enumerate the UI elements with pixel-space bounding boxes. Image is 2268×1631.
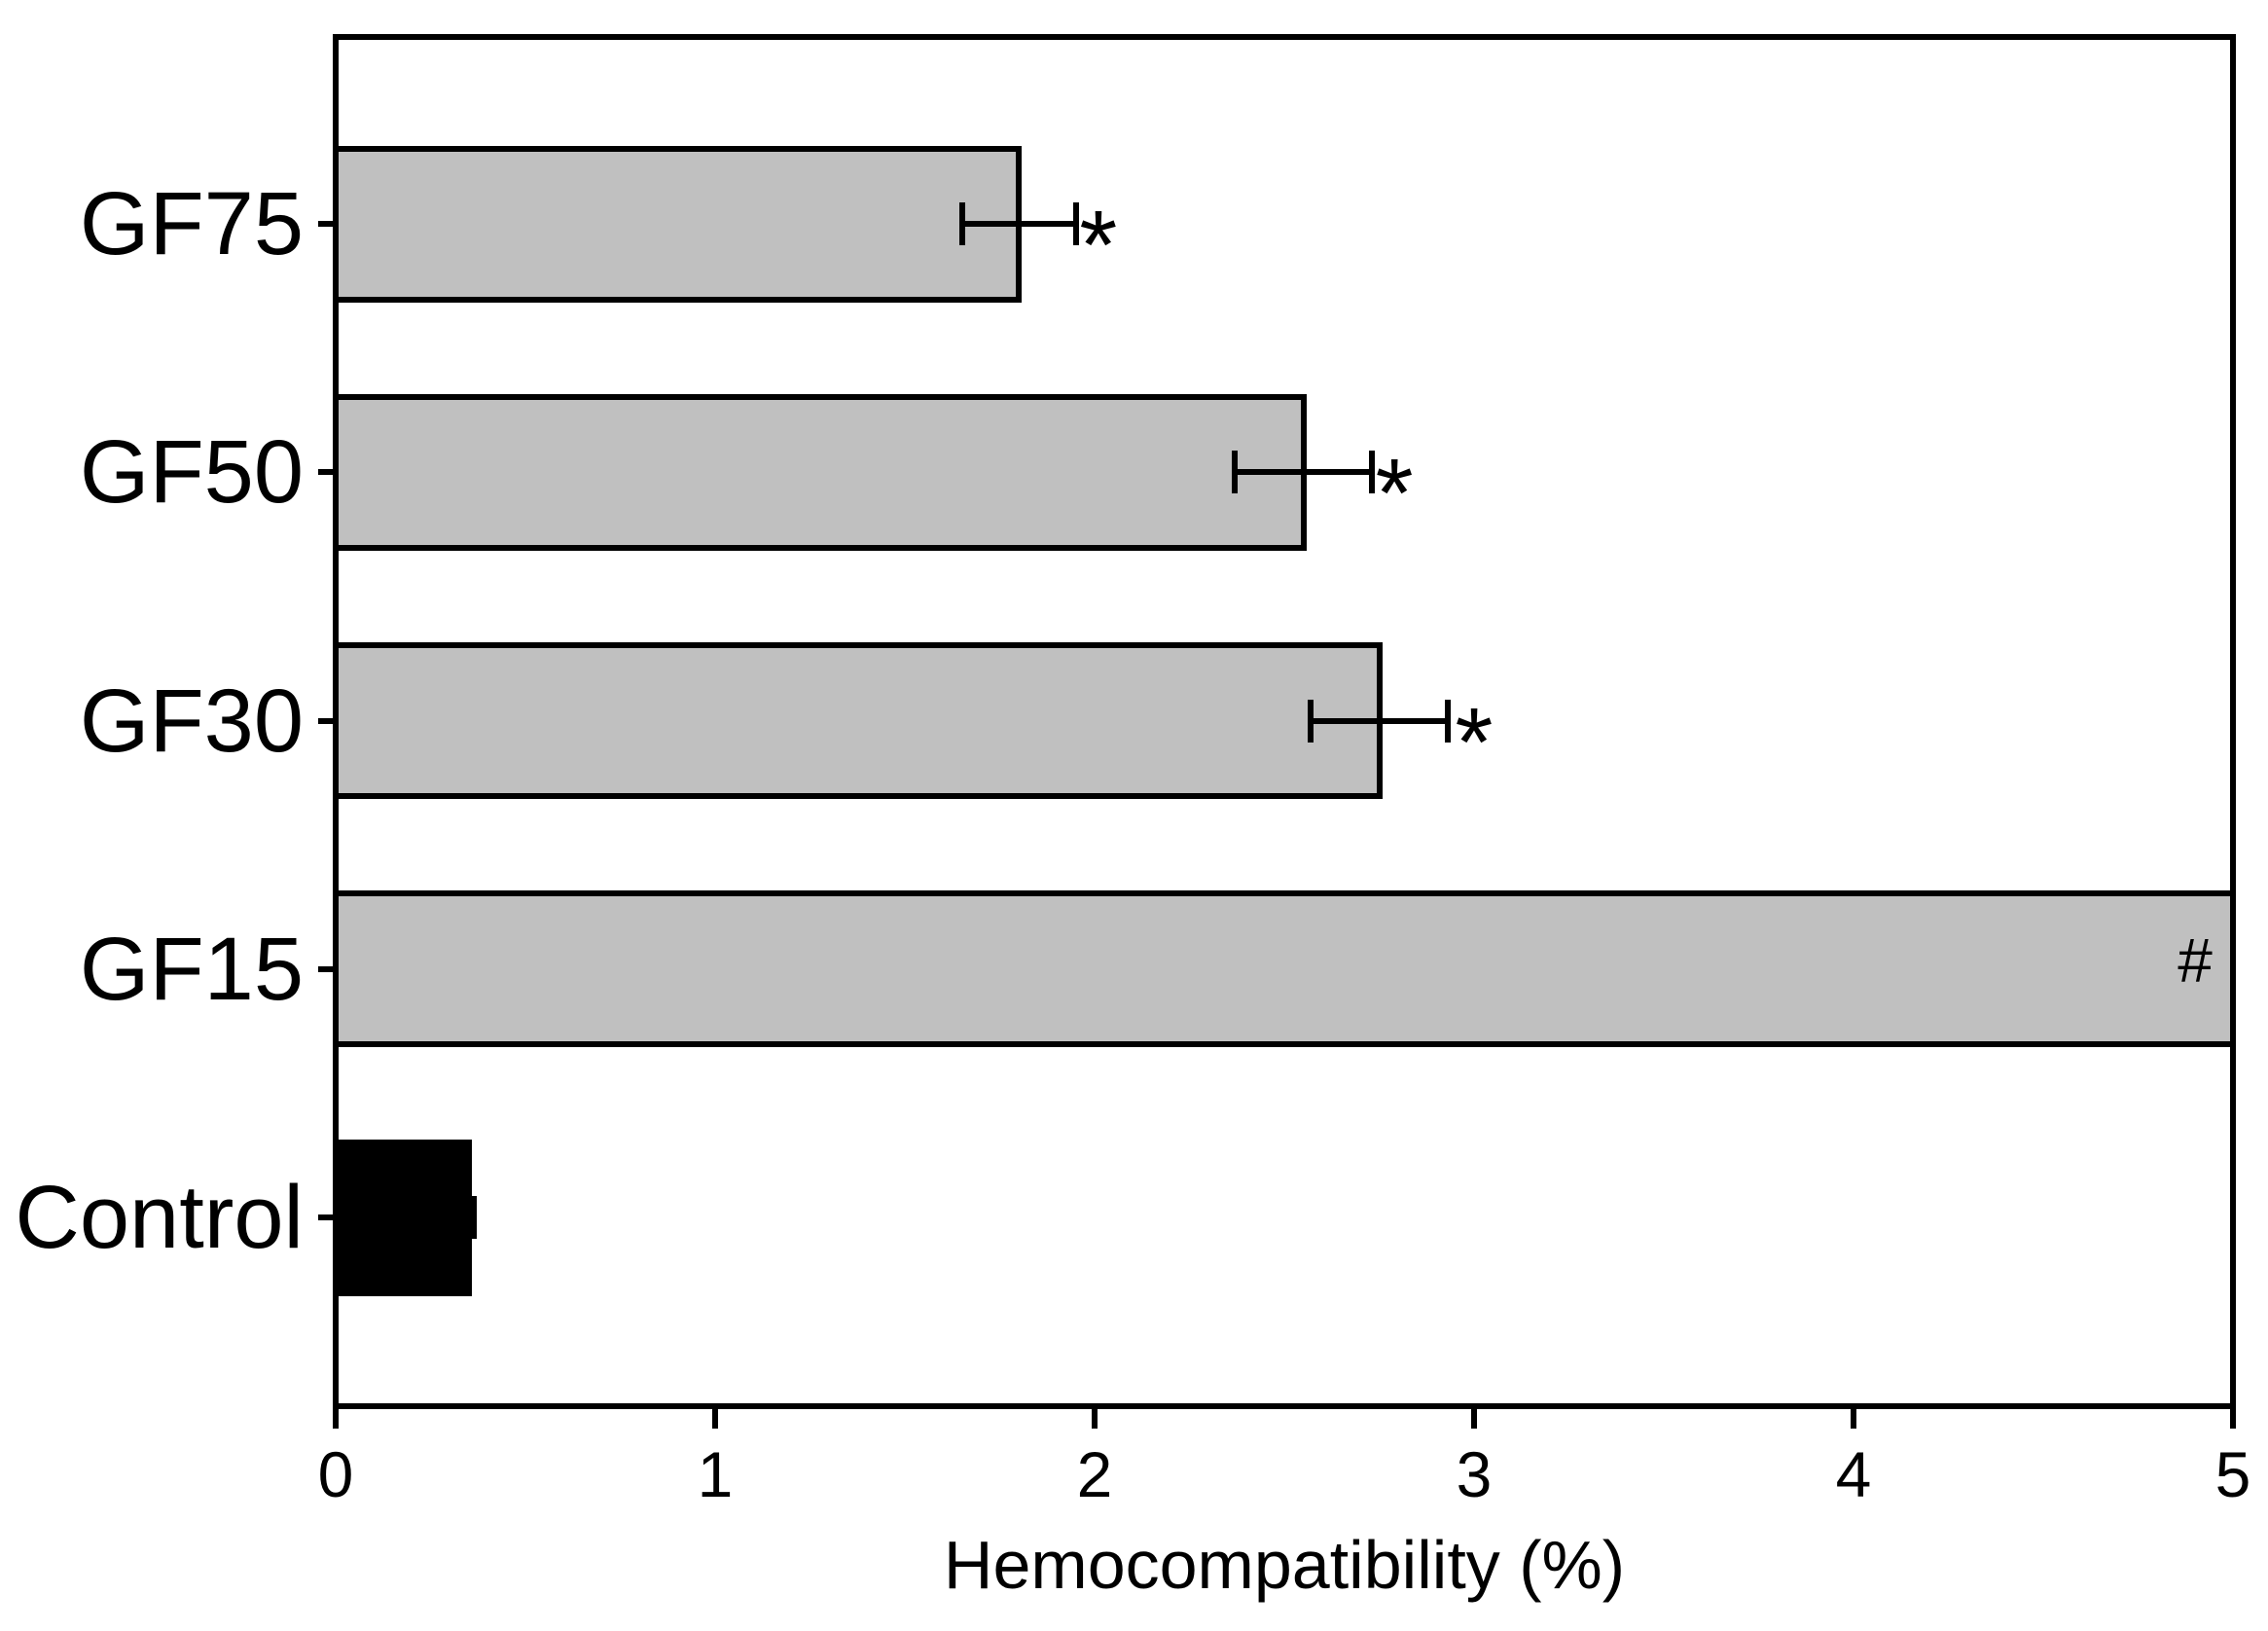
category-label-gf30: GF30	[79, 671, 304, 771]
x-tick-label-3: 3	[1456, 1438, 1493, 1510]
x-axis-title: Hemocompatibility (%)	[943, 1527, 1626, 1603]
bar-gf75	[333, 145, 1022, 303]
x-tick-1	[712, 1409, 718, 1429]
error-bar-gf75	[961, 221, 1076, 227]
x-tick-3	[1471, 1409, 1477, 1429]
significance-marker-gf50: *	[1375, 439, 1414, 549]
y-tick-gf30	[318, 717, 336, 724]
error-cap-right-gf75	[1072, 202, 1079, 245]
error-cap-right-control	[471, 1196, 478, 1239]
error-cap-left-control	[459, 1196, 466, 1239]
error-cap-right-gf50	[1368, 451, 1375, 494]
x-tick-5	[2230, 1409, 2236, 1429]
y-tick-control	[318, 1214, 336, 1220]
bar-control	[333, 1139, 472, 1296]
x-tick-label-0: 0	[317, 1438, 354, 1510]
error-cap-right-gf30	[1444, 699, 1451, 743]
significance-marker-gf75: *	[1079, 191, 1118, 300]
y-tick-gf15	[318, 965, 336, 972]
error-bar-gf30	[1311, 717, 1448, 724]
category-label-gf50: GF50	[79, 422, 304, 523]
y-tick-gf50	[318, 469, 336, 476]
x-tick-label-5: 5	[2214, 1438, 2251, 1510]
bar-gf50	[333, 393, 1307, 551]
error-bar-gf50	[1235, 469, 1372, 476]
bar-gf30	[333, 642, 1383, 799]
significance-marker-gf30: *	[1455, 687, 1494, 797]
x-tick-label-1: 1	[697, 1438, 734, 1510]
significance-marker-gf15: #	[2178, 924, 2213, 996]
y-tick-gf75	[318, 221, 336, 227]
x-tick-label-2: 2	[1076, 1438, 1113, 1510]
error-cap-left-gf30	[1308, 699, 1314, 743]
error-cap-left-gf75	[958, 202, 965, 245]
category-label-control: Control	[15, 1168, 304, 1267]
x-tick-2	[1092, 1409, 1098, 1429]
x-tick-0	[333, 1409, 339, 1429]
x-tick-label-4: 4	[1835, 1438, 1872, 1510]
category-label-gf15: GF15	[79, 919, 304, 1019]
error-bar-control	[462, 1214, 475, 1220]
error-cap-left-gf50	[1232, 451, 1239, 494]
x-tick-4	[1851, 1409, 1856, 1429]
category-label-gf75: GF75	[79, 174, 304, 273]
bar-gf15	[333, 890, 2236, 1048]
